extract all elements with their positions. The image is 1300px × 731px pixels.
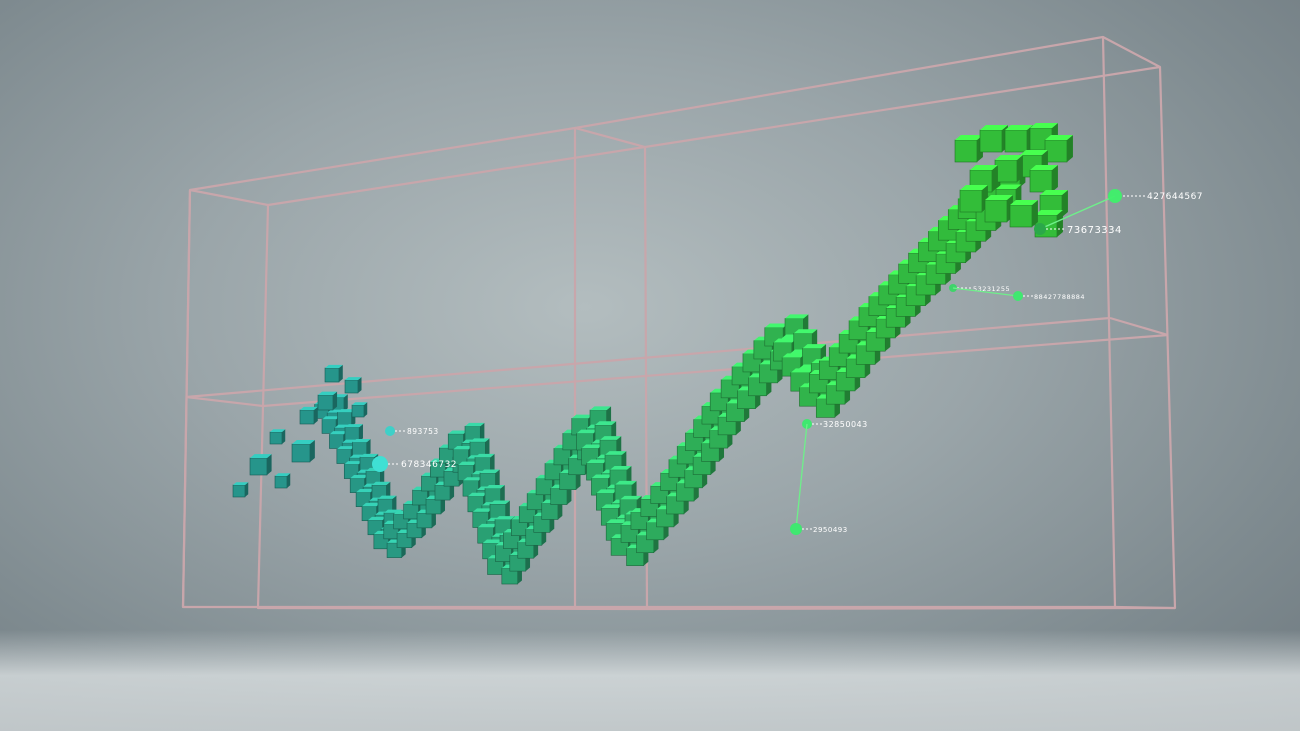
voxel-cube bbox=[474, 453, 495, 474]
voxel-cube bbox=[344, 377, 362, 394]
voxel-cube bbox=[984, 195, 1013, 223]
callout-label: 678346732 bbox=[401, 460, 457, 470]
voxel-cube bbox=[249, 454, 272, 476]
voxel-growth-arrow bbox=[314, 123, 1073, 585]
callout-label: 32850043 bbox=[823, 420, 868, 429]
voxel-cube bbox=[954, 135, 983, 163]
callout-678346732: 678346732 bbox=[372, 456, 457, 472]
voxel-cube bbox=[274, 473, 291, 489]
voxel-cube bbox=[959, 185, 988, 213]
callout-893753: 893753 bbox=[385, 426, 439, 436]
voxel-cube bbox=[232, 482, 249, 498]
callout-2950493: 2950493 bbox=[790, 423, 848, 535]
callout-label: 73673334 bbox=[1067, 225, 1122, 236]
wireframe-box bbox=[181, 35, 1177, 611]
voxel-cube bbox=[324, 364, 343, 383]
data-callouts: 427644567 73673334 53231255 88427788884 … bbox=[372, 189, 1203, 535]
voxel-cube bbox=[1009, 200, 1038, 228]
voxel-cube bbox=[291, 439, 315, 463]
callout-label: 88427788884 bbox=[1034, 293, 1085, 301]
voxel-cube bbox=[352, 439, 371, 457]
callout-dot bbox=[1108, 189, 1122, 203]
voxel-cube bbox=[979, 125, 1008, 153]
loose-cubes bbox=[232, 364, 368, 498]
callout-label: 53231255 bbox=[973, 285, 1010, 293]
voxel-cube bbox=[484, 485, 505, 505]
callout-dot bbox=[1013, 291, 1023, 301]
voxel-cube bbox=[479, 469, 500, 489]
callout-88427788884: 88427788884 bbox=[952, 287, 1085, 301]
callout-dot bbox=[1034, 223, 1046, 235]
studio-floor bbox=[0, 630, 1300, 731]
callout-427644567: 427644567 bbox=[1039, 189, 1203, 230]
voxel-cube bbox=[269, 429, 286, 445]
callout-label: 427644567 bbox=[1147, 192, 1203, 202]
voxel-cube bbox=[1004, 125, 1033, 153]
voxel-cube bbox=[1044, 135, 1073, 163]
callout-dot bbox=[790, 523, 802, 535]
callout-label: 893753 bbox=[407, 427, 439, 436]
voxel-cube bbox=[351, 402, 368, 418]
voxel-cube bbox=[317, 391, 338, 411]
callout-dot bbox=[385, 426, 395, 436]
voxel-cube bbox=[299, 406, 318, 425]
callout-73673334: 73673334 bbox=[1034, 223, 1122, 236]
callout-32850043: 32850043 bbox=[802, 419, 868, 429]
callout-label: 2950493 bbox=[813, 526, 848, 534]
voxel-cube bbox=[489, 500, 510, 520]
voxel-cube bbox=[1029, 165, 1058, 193]
callout-dot bbox=[372, 456, 388, 472]
voxel-cube bbox=[464, 422, 485, 442]
voxel-cube bbox=[994, 155, 1023, 183]
voxel-cube bbox=[344, 424, 363, 442]
